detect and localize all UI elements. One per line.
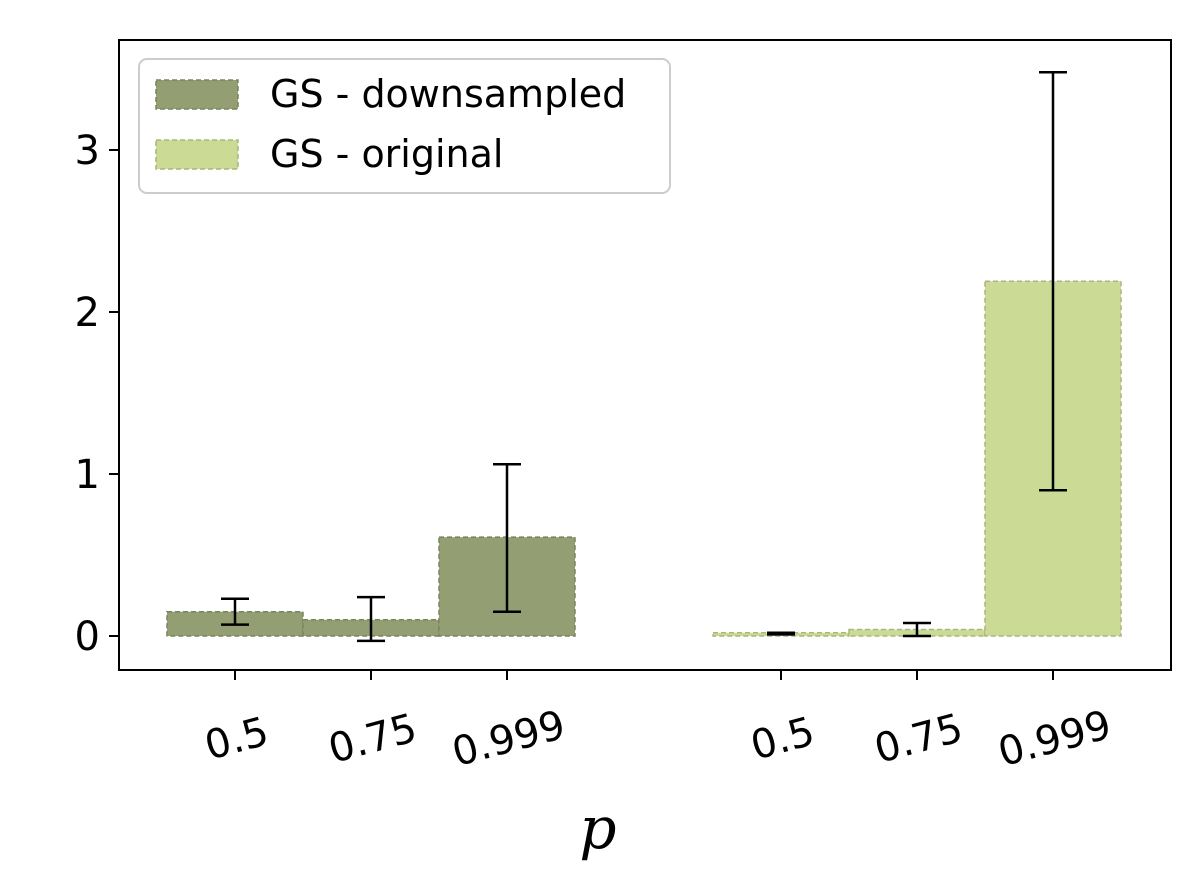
y-axis: 0 1 2 3 [75, 128, 119, 660]
legend: GS - downsampled GS - original [138, 58, 671, 194]
x-axis: 0.5 0.75 0.999 0.5 0.75 0.999 [200, 670, 1116, 776]
legend-label-downsampled: GS - downsampled [270, 72, 626, 116]
y-tick-label-1: 1 [75, 452, 100, 498]
legend-swatch-original [155, 139, 239, 170]
x-tick-label-0-2: 0.999 [447, 702, 570, 776]
x-tick-label-0-1: 0.75 [324, 705, 422, 772]
x-tick-label-0-0: 0.5 [200, 709, 273, 770]
error-bars-layer [221, 70, 1067, 643]
y-tick-label-3: 3 [75, 128, 100, 174]
x-tick-label-1-1: 0.75 [870, 705, 968, 772]
x-axis-label: p [579, 794, 616, 862]
y-tick-label-2: 2 [75, 290, 100, 336]
y-tick-label-0: 0 [75, 614, 100, 660]
legend-swatch-downsampled [155, 79, 239, 110]
x-tick-label-1-2: 0.999 [993, 702, 1116, 776]
x-tick-label-1-0: 0.5 [746, 709, 819, 770]
legend-box [138, 58, 671, 194]
legend-label-original: GS - original [270, 132, 503, 176]
